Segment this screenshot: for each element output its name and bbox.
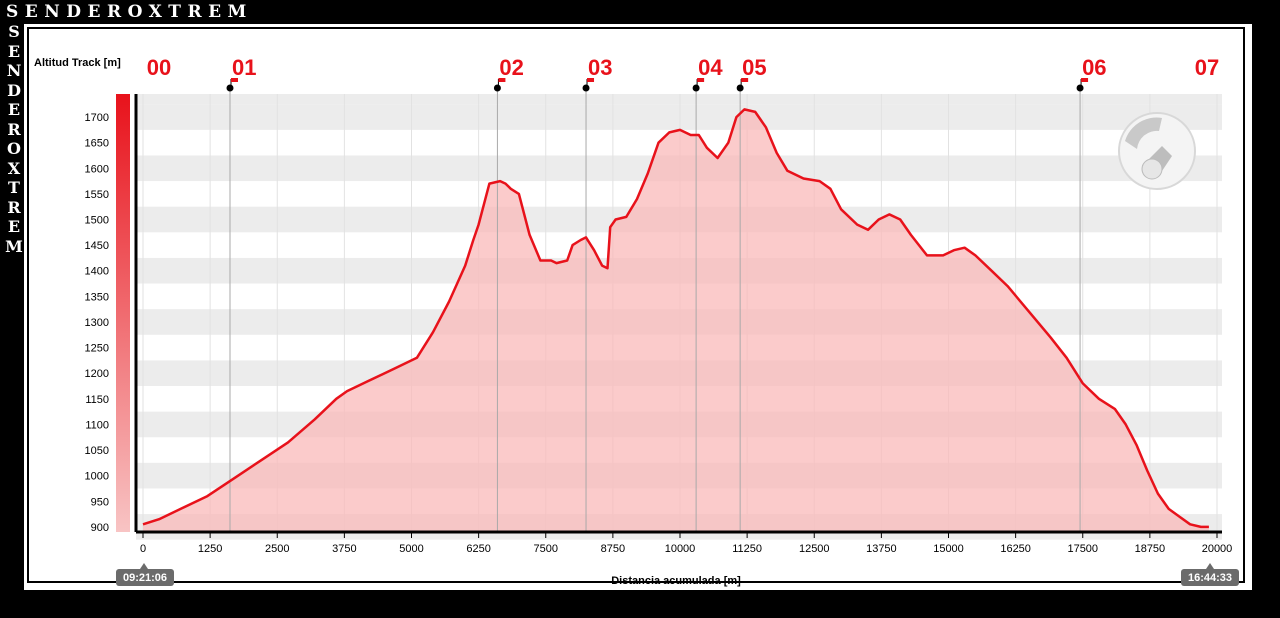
x-tick-label: 20000	[1202, 543, 1233, 555]
brand-side-letter: E	[7, 41, 21, 61]
flag-icon	[230, 78, 238, 82]
waypoint-dot	[493, 84, 501, 92]
flag-icon	[697, 78, 705, 82]
brand-side-letter: X	[7, 158, 21, 178]
waypoint-dot	[692, 84, 700, 92]
x-tick-label: 6250	[466, 543, 490, 555]
brand-side-letter: E	[7, 100, 21, 119]
brand-side-letter: O	[7, 139, 21, 158]
y-tick-label: 1500	[85, 215, 109, 227]
waypoint-label: 06	[1082, 55, 1106, 80]
y-tick-label: 1650	[85, 138, 109, 150]
y-tick-label: 1550	[85, 189, 109, 201]
y-tick-label: 1100	[85, 419, 109, 431]
x-tick-label: 10000	[665, 543, 696, 555]
brand-side-letter: E	[7, 217, 21, 236]
waypoint-lines	[229, 88, 1081, 532]
x-axis-label: Distancia acumulada [m]	[611, 575, 741, 587]
senderoxtrem-logo	[1118, 112, 1196, 190]
waypoint-label: 00	[147, 55, 171, 80]
waypoint-label: 04	[698, 55, 723, 80]
x-tick-label: 13750	[866, 543, 897, 555]
x-tick-label: 18750	[1135, 543, 1166, 555]
elevation-chart: 900 950 1000 1050 1100 1150 1200 1250 1300 1350 14…	[34, 55, 1239, 587]
y-tick-label: 1250	[85, 343, 109, 355]
x-tick-label: 12500	[799, 543, 830, 555]
x-tick-label: 7500	[534, 543, 558, 555]
start-time: 09:21:06	[123, 572, 167, 584]
brand-side-letter: S	[8, 22, 20, 41]
end-time-badge: 16:44:33	[1181, 563, 1239, 586]
y-tick-label: 1700	[85, 112, 109, 124]
x-tick-labels: 0 1250 2500 3750 5000 6250 7500 8750 10000 11250 1…	[140, 532, 1232, 555]
x-tick-label: 1250	[198, 543, 222, 555]
flag-icon	[587, 78, 595, 82]
x-tick-label: 8750	[601, 543, 625, 555]
brand-side-letter: R	[7, 119, 21, 139]
elevation-line	[142, 108, 1209, 529]
brand-title-top: SENDEROXTREM	[6, 2, 253, 22]
flag-icon	[741, 78, 749, 82]
waypoint-label: 05	[742, 55, 766, 80]
waypoint-label: 01	[232, 55, 256, 80]
brand-side-letter: R	[7, 197, 21, 217]
x-tick-label: 16250	[1000, 543, 1031, 555]
waypoint-dot	[582, 84, 590, 92]
altitude-color-legend	[116, 94, 130, 532]
chart-border	[27, 27, 1245, 583]
flag-icon	[498, 78, 506, 82]
chart-frame: 900 950 1000 1050 1100 1150 1200 1250 1300 1350 14…	[24, 24, 1252, 590]
end-time: 16:44:33	[1188, 572, 1232, 584]
brand-side-letter: T	[8, 178, 20, 197]
elevation-area-fill	[143, 109, 1209, 533]
x-tick-label: 5000	[399, 543, 423, 555]
x-tick-label: 0	[140, 543, 146, 555]
y-tick-label: 900	[91, 522, 109, 534]
x-tick-label: 17500	[1067, 543, 1098, 555]
y-tick-label: 1350	[85, 291, 109, 303]
waypoint-label: 07	[1195, 55, 1219, 80]
x-tick-label: 3750	[332, 543, 356, 555]
waypoint-dot	[226, 84, 234, 92]
y-tick-labels: 900 950 1000 1050 1100 1150 1200 1250 1300 1350 14…	[85, 112, 109, 534]
brand-side-letter: M	[5, 236, 23, 256]
waypoint-label: 03	[588, 55, 612, 80]
y-tick-label: 1450	[85, 240, 109, 252]
y-tick-label: 1200	[85, 368, 109, 380]
waypoint-dot	[1076, 84, 1084, 92]
y-axis-label: Altitud Track [m]	[34, 57, 121, 69]
y-tick-label: 1300	[85, 317, 109, 329]
x-tick-label: 15000	[933, 543, 964, 555]
grid-band	[136, 104, 1222, 130]
y-tick-label: 950	[91, 496, 109, 508]
y-tick-label: 1400	[85, 266, 109, 278]
flag-icon	[1081, 78, 1089, 82]
brand-side-letter: D	[7, 80, 21, 100]
y-tick-label: 1150	[85, 394, 109, 406]
y-tick-label: 1600	[85, 163, 109, 175]
x-tick-label: 2500	[265, 543, 289, 555]
waypoint-markers: 00 01 02 03 04 05 06 07	[147, 55, 1219, 92]
grid-band	[136, 94, 1222, 105]
y-tick-label: 1050	[85, 445, 109, 457]
x-tick-label: 11250	[732, 543, 762, 555]
waypoint-dot	[736, 84, 744, 92]
brand-side-letter: N	[6, 61, 22, 80]
start-time-badge: 09:21:06	[116, 563, 174, 586]
waypoint-label: 02	[499, 55, 523, 80]
y-tick-label: 1000	[85, 471, 109, 483]
